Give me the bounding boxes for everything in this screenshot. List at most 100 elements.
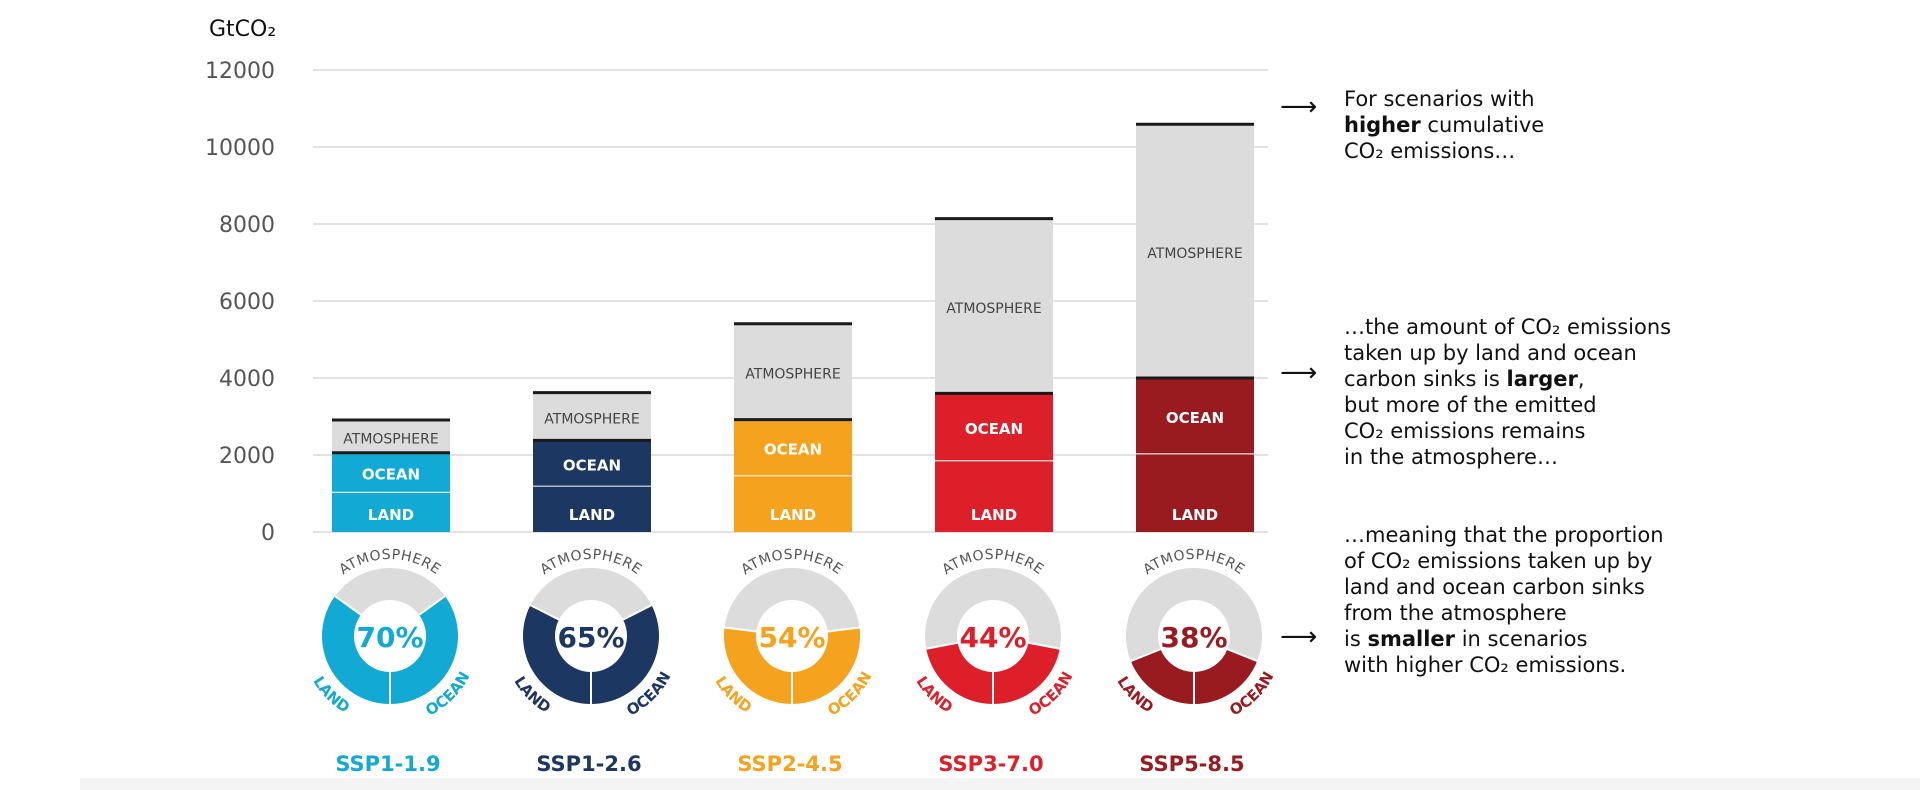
annotation-bold: smaller xyxy=(1367,627,1456,651)
donut-percent-label: 70% xyxy=(356,621,423,654)
donut-divider xyxy=(622,604,653,621)
annotation-proportion-smaller: ⟶ …meaning that the proportion of CO₂ em… xyxy=(1280,522,1764,678)
bar-segment-label: LAND xyxy=(368,506,414,524)
annotation-text: CO₂ emissions remains xyxy=(1344,419,1586,443)
bar-segment-label: OCEAN xyxy=(1166,409,1224,427)
annotation-text: in scenarios xyxy=(1461,627,1588,651)
bar-group: LAND OCEAN ATMOSPHERE xyxy=(935,217,1053,532)
bar-segment-atmosphere xyxy=(1136,124,1254,378)
donut-sink-segment xyxy=(523,605,659,704)
annotation-text: carbon sinks is xyxy=(1344,367,1500,391)
donut-percent-label: 65% xyxy=(557,621,624,654)
donut-atmosphere-segment xyxy=(1126,568,1262,662)
bar-segment-label: LAND xyxy=(770,506,816,524)
y-tick-label: 8000 xyxy=(219,213,275,238)
arrow-icon: ⟶ xyxy=(1280,92,1318,122)
bar-segment-label: ATMOSPHERE xyxy=(745,367,840,383)
category-label: SSP5-8.5 xyxy=(1139,752,1244,776)
annotation-text: is xyxy=(1344,627,1361,651)
annotation-text: taken up by land and ocean xyxy=(1344,341,1637,365)
bar-segment-land xyxy=(332,492,450,532)
bar-segment-atmosphere xyxy=(734,323,852,420)
y-tick-label: 2000 xyxy=(219,444,275,469)
donut-divider xyxy=(334,595,362,616)
bar-segment-atmosphere xyxy=(533,392,651,441)
category-labels: SSP1-1.9 SSP1-2.6 SSP2-4.5 SSP3-7.0 SSP5-8.5 xyxy=(335,752,1244,776)
annotation-text: , xyxy=(1577,367,1585,391)
category-label: SSP3-7.0 xyxy=(938,752,1043,776)
bar-segment-land xyxy=(1136,453,1254,532)
donut-atmosphere-segment xyxy=(724,568,860,632)
donut-percent-label: 54% xyxy=(758,621,825,654)
y-axis-ticks: 0 2000 4000 6000 8000 10000 12000 xyxy=(205,59,275,546)
arrow-icon: ⟶ xyxy=(1280,358,1318,388)
bar-segment-ocean xyxy=(332,452,450,493)
y-tick-label: 4000 xyxy=(219,367,275,392)
annotation-text: land and ocean carbon sinks xyxy=(1344,575,1645,599)
bar-segment-label: LAND xyxy=(971,506,1017,524)
bar-segment-land xyxy=(533,486,651,532)
donut-atmosphere-segment xyxy=(334,568,446,615)
bar-segment-label: OCEAN xyxy=(965,420,1023,438)
y-tick-label: 0 xyxy=(261,521,275,546)
y-axis-unit: GtCO₂ xyxy=(209,17,276,42)
annotation-text: but more of the emitted xyxy=(1344,393,1597,417)
bar-segment-ocean xyxy=(1136,378,1254,454)
donut-percent-label: 44% xyxy=(959,621,1026,654)
donut-percent-label: 38% xyxy=(1160,621,1227,654)
donut-divider xyxy=(1028,641,1060,650)
y-tick-label: 6000 xyxy=(219,290,275,315)
bar-group: LAND OCEAN ATMOSPHERE xyxy=(734,322,852,532)
bar-segment-label: ATMOSPHERE xyxy=(946,301,1041,317)
y-tick-label: 12000 xyxy=(205,59,275,84)
donut-atmosphere-segment xyxy=(925,568,1061,649)
bar-segment-ocean xyxy=(533,440,651,487)
footer-band xyxy=(80,778,1920,790)
stacked-bars: LAND OCEAN ATMOSPHERE LAND OCEAN ATMOSPHERE LA… xyxy=(332,122,1254,532)
annotation-sinks-larger: ⟶ …the amount of CO₂ emissions taken up … xyxy=(1280,314,1764,470)
donut-divider xyxy=(724,626,757,633)
bar-segment-label: LAND xyxy=(1172,506,1218,524)
annotation-text: For scenarios with xyxy=(1344,87,1535,111)
y-tick-label: 10000 xyxy=(205,136,275,161)
bar-segment-ocean xyxy=(935,393,1053,461)
bar-segment-label: ATMOSPHERE xyxy=(544,412,639,428)
donut-divider xyxy=(529,604,560,621)
category-label: SSP1-2.6 xyxy=(536,752,641,776)
bar-segment-land xyxy=(935,460,1053,532)
donut-divider xyxy=(1130,648,1161,662)
bar-group: LAND OCEAN ATMOSPHERE xyxy=(533,391,651,532)
annotation-text: …the amount of CO₂ emissions xyxy=(1344,315,1672,339)
donut-sink-segment xyxy=(723,627,861,705)
bar-segment-atmosphere xyxy=(935,218,1053,394)
donut-atmosphere-segment xyxy=(530,568,652,620)
bar-segment-label: OCEAN xyxy=(563,456,621,474)
bar-group: LAND OCEAN ATMOSPHERE xyxy=(332,418,450,532)
donut-divider xyxy=(1227,648,1258,662)
bar-segment-land xyxy=(734,475,852,532)
annotation-text: from the atmosphere xyxy=(1344,601,1567,625)
donut-sink-segment xyxy=(322,596,458,705)
bar-segment-atmosphere xyxy=(332,419,450,453)
bar-segment-label: OCEAN xyxy=(362,466,420,484)
annotation-text: cumulative xyxy=(1427,113,1545,137)
annotation-text: with higher CO₂ emissions. xyxy=(1344,653,1627,677)
category-label: SSP2-4.5 xyxy=(737,752,842,776)
bar-group: LAND OCEAN ATMOSPHERE xyxy=(1136,122,1254,532)
annotation-bold: higher xyxy=(1344,113,1421,137)
donut-divider xyxy=(926,641,958,650)
donut-divider xyxy=(418,595,446,616)
bar-segment-label: ATMOSPHERE xyxy=(1147,246,1242,262)
bar-segment-label: LAND xyxy=(569,506,615,524)
donut-divider xyxy=(827,626,860,633)
annotation-higher-emissions: ⟶ For scenarios with higher cumulative C… xyxy=(1280,86,1764,164)
annotation-text: …meaning that the proportion xyxy=(1344,523,1664,547)
annotation-text: CO₂ emissions… xyxy=(1344,139,1516,163)
bar-segment-label: ATMOSPHERE xyxy=(343,431,438,447)
